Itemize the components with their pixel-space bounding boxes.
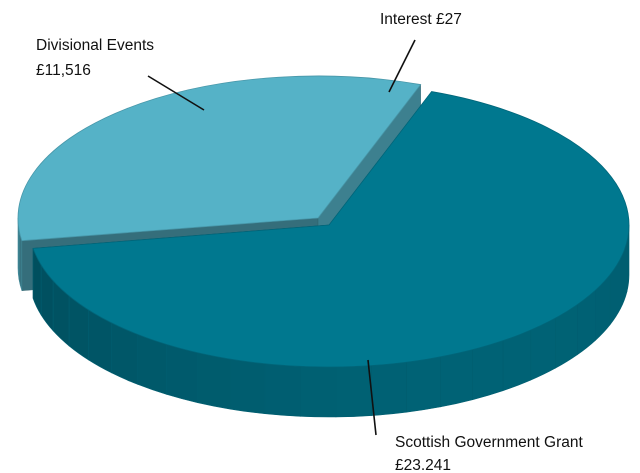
label-interest-text: Interest £27 bbox=[380, 11, 462, 28]
pie-slices bbox=[17, 75, 630, 418]
slice-side-wall bbox=[166, 343, 198, 404]
leader-line-interest bbox=[388, 39, 416, 93]
slice-side-wall bbox=[299, 366, 337, 418]
slice-scottish-government-grant bbox=[32, 90, 630, 418]
label-interest: Interest £27 bbox=[380, 11, 462, 93]
slice-side-wall bbox=[335, 365, 372, 418]
label-grant-name: Scottish Government Grant bbox=[395, 434, 583, 451]
slice-side-wall bbox=[264, 363, 301, 417]
slice-side-wall bbox=[197, 352, 231, 410]
label-divisional-name: Divisional Events bbox=[36, 37, 154, 54]
label-divisional-value: £11,516 bbox=[36, 62, 91, 79]
slice-side-wall bbox=[230, 358, 266, 415]
slice-side-wall bbox=[440, 349, 473, 408]
label-divisional-events: Divisional Events £11,516 bbox=[36, 37, 205, 111]
label-grant-value: £23.241 bbox=[395, 457, 451, 473]
slice-side-wall bbox=[472, 340, 504, 401]
leader-line-divisional bbox=[147, 75, 205, 111]
leader-line-grant bbox=[367, 359, 377, 436]
slice-side-wall bbox=[406, 356, 441, 413]
label-scottish-government-grant: Scottish Government Grant £23.241 bbox=[367, 359, 583, 473]
slice-top-face bbox=[32, 91, 630, 368]
slice-side-wall bbox=[371, 361, 407, 416]
slice-top-face bbox=[17, 75, 422, 242]
